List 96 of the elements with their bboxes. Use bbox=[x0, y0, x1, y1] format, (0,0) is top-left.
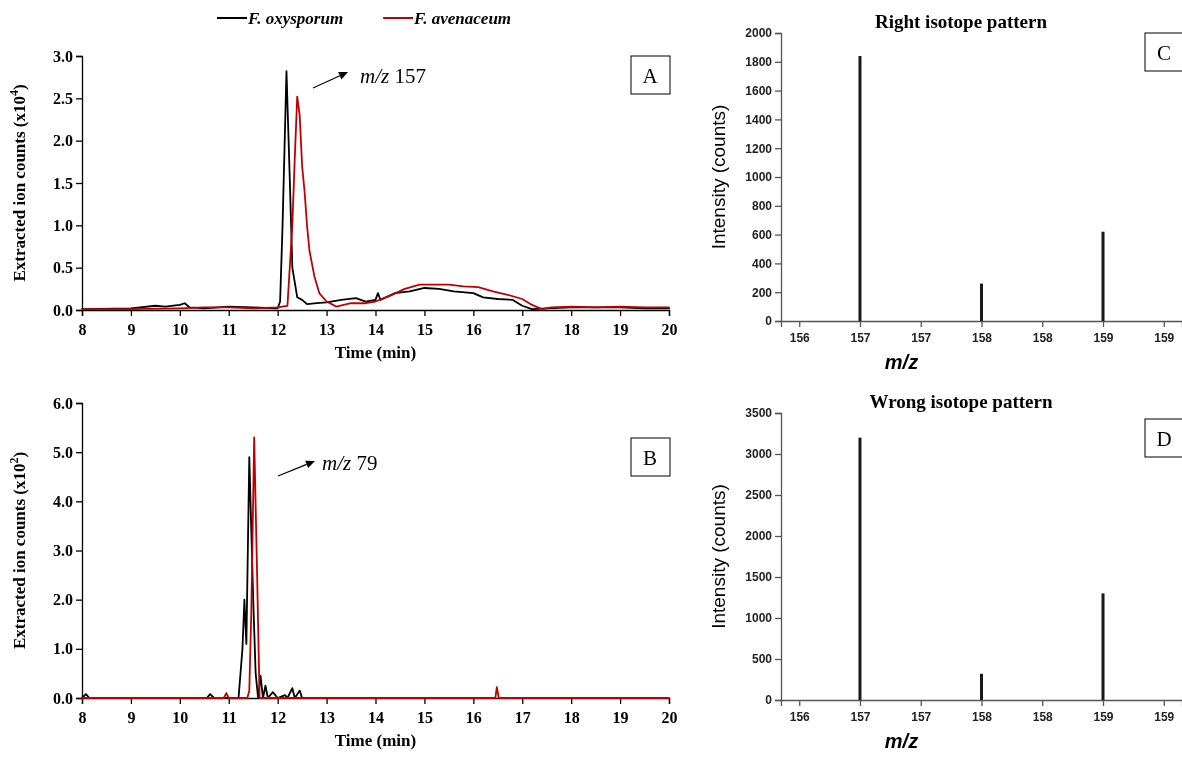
x-tick-label: 156 bbox=[789, 710, 811, 724]
x-tick-label: 12 bbox=[270, 709, 287, 726]
y-tick-label: 1500 bbox=[745, 570, 773, 585]
y-tick-label: 2.5 bbox=[53, 89, 73, 107]
y-tick-label: 6.0 bbox=[53, 394, 73, 412]
y-tick-label: 2.0 bbox=[53, 591, 73, 609]
y-tick-label: 0.5 bbox=[53, 259, 73, 277]
x-tick-label: 17 bbox=[514, 709, 531, 726]
annotation: D bbox=[1156, 427, 1172, 451]
annotation: A bbox=[642, 64, 659, 88]
x-axis-title: m/z bbox=[884, 351, 919, 373]
y-tick-label: 2.0 bbox=[53, 132, 73, 150]
bar bbox=[858, 437, 862, 700]
x-tick-label: 157 bbox=[911, 710, 932, 724]
x-tick-label: 159 bbox=[1154, 331, 1175, 345]
annotation: m/z 79 bbox=[322, 451, 378, 475]
x-tick-label: 20 bbox=[661, 321, 678, 338]
y-tick-label: 3.0 bbox=[53, 542, 73, 560]
legend-label: F. avenaceum bbox=[413, 9, 512, 28]
y-tick-label: 3500 bbox=[745, 406, 773, 421]
x-tick-label: 18 bbox=[563, 321, 580, 338]
x-tick-label: 159 bbox=[1154, 710, 1175, 724]
x-tick-label: 19 bbox=[612, 321, 629, 338]
y-tick-label: 4.0 bbox=[53, 492, 73, 510]
y-tick-label: 0.0 bbox=[53, 689, 73, 707]
y-tick-label: 0.0 bbox=[53, 301, 73, 319]
x-tick-label: 17 bbox=[514, 321, 531, 338]
y-tick-label: 1000 bbox=[745, 611, 773, 626]
x-tick-label: 157 bbox=[911, 331, 932, 345]
x-tick-label: 12 bbox=[270, 321, 287, 338]
y-tick-label: 1.5 bbox=[53, 174, 73, 192]
y-tick-label: 200 bbox=[751, 285, 773, 300]
y-tick-label: 2000 bbox=[745, 529, 773, 544]
y-tick-label: 3000 bbox=[745, 447, 773, 462]
legend-label: F. oxysporum bbox=[247, 9, 344, 28]
x-tick-label: 13 bbox=[319, 321, 336, 338]
x-axis-title: Time (min) bbox=[334, 343, 417, 362]
x-tick-label: 11 bbox=[221, 321, 237, 338]
y-tick-label: 600 bbox=[751, 227, 773, 242]
y-tick-label: 400 bbox=[751, 256, 773, 271]
bar bbox=[1101, 593, 1105, 700]
y-tick-label: 0 bbox=[765, 314, 773, 329]
x-tick-label: 158 bbox=[971, 331, 993, 345]
x-tick-label: 10 bbox=[172, 321, 189, 338]
x-tick-label: 10 bbox=[172, 709, 189, 726]
x-tick-label: 159 bbox=[1093, 710, 1114, 724]
x-tick-label: 15 bbox=[416, 709, 433, 726]
x-tick-label: 19 bbox=[612, 709, 629, 726]
y-tick-label: 1800 bbox=[745, 55, 773, 70]
y-tick-label: 800 bbox=[751, 199, 773, 214]
x-tick-label: 16 bbox=[465, 709, 482, 726]
chart-title: Right isotope pattern bbox=[874, 11, 1048, 32]
x-tick-label: 157 bbox=[850, 331, 871, 345]
y-tick-label: 1000 bbox=[745, 170, 773, 185]
x-tick-label: 16 bbox=[465, 321, 482, 338]
x-tick-label: 158 bbox=[1032, 331, 1054, 345]
y-tick-label: 2500 bbox=[745, 488, 773, 503]
annotation: B bbox=[642, 446, 658, 470]
y-tick-label: 1.0 bbox=[53, 216, 73, 234]
chart-title: Wrong isotope pattern bbox=[869, 391, 1053, 412]
bar bbox=[980, 283, 983, 321]
annotation: C bbox=[1156, 41, 1172, 65]
y-tick-label: 1200 bbox=[745, 141, 773, 156]
x-tick-label: 159 bbox=[1093, 331, 1114, 345]
x-axis-title: Time (min) bbox=[334, 731, 417, 750]
bar bbox=[980, 673, 983, 700]
x-tick-label: 18 bbox=[563, 709, 580, 726]
x-tick-label: 8 bbox=[78, 321, 87, 338]
y-tick-label: 3.0 bbox=[53, 47, 73, 65]
y-tick-label: 2000 bbox=[745, 26, 773, 41]
line-series bbox=[81, 436, 670, 699]
x-tick-label: 9 bbox=[127, 321, 136, 338]
x-tick-label: 158 bbox=[1032, 710, 1054, 724]
x-tick-label: 158 bbox=[971, 710, 993, 724]
x-tick-label: 15 bbox=[416, 321, 433, 338]
x-tick-label: 9 bbox=[127, 709, 136, 726]
y-axis-title: Intensity (counts) bbox=[708, 484, 729, 629]
bar bbox=[1101, 231, 1105, 321]
y-tick-label: 1600 bbox=[745, 83, 773, 98]
y-tick-label: 1400 bbox=[745, 112, 773, 127]
x-tick-label: 11 bbox=[221, 709, 237, 726]
x-tick-label: 156 bbox=[789, 331, 811, 345]
x-tick-label: 157 bbox=[850, 710, 871, 724]
y-tick-label: 1.0 bbox=[53, 640, 73, 658]
x-tick-label: 20 bbox=[661, 709, 678, 726]
y-tick-label: 5.0 bbox=[53, 443, 73, 461]
x-tick-label: 14 bbox=[368, 321, 384, 338]
y-tick-label: 0 bbox=[765, 693, 773, 708]
bar bbox=[858, 56, 862, 321]
y-axis-title: Intensity (counts) bbox=[708, 104, 729, 250]
x-axis-title: m/z bbox=[884, 730, 919, 752]
y-tick-label: 500 bbox=[751, 652, 773, 667]
x-tick-label: 8 bbox=[78, 709, 87, 726]
x-tick-label: 14 bbox=[368, 709, 384, 726]
annotation: m/z 157 bbox=[360, 64, 426, 88]
x-tick-label: 13 bbox=[319, 709, 336, 726]
